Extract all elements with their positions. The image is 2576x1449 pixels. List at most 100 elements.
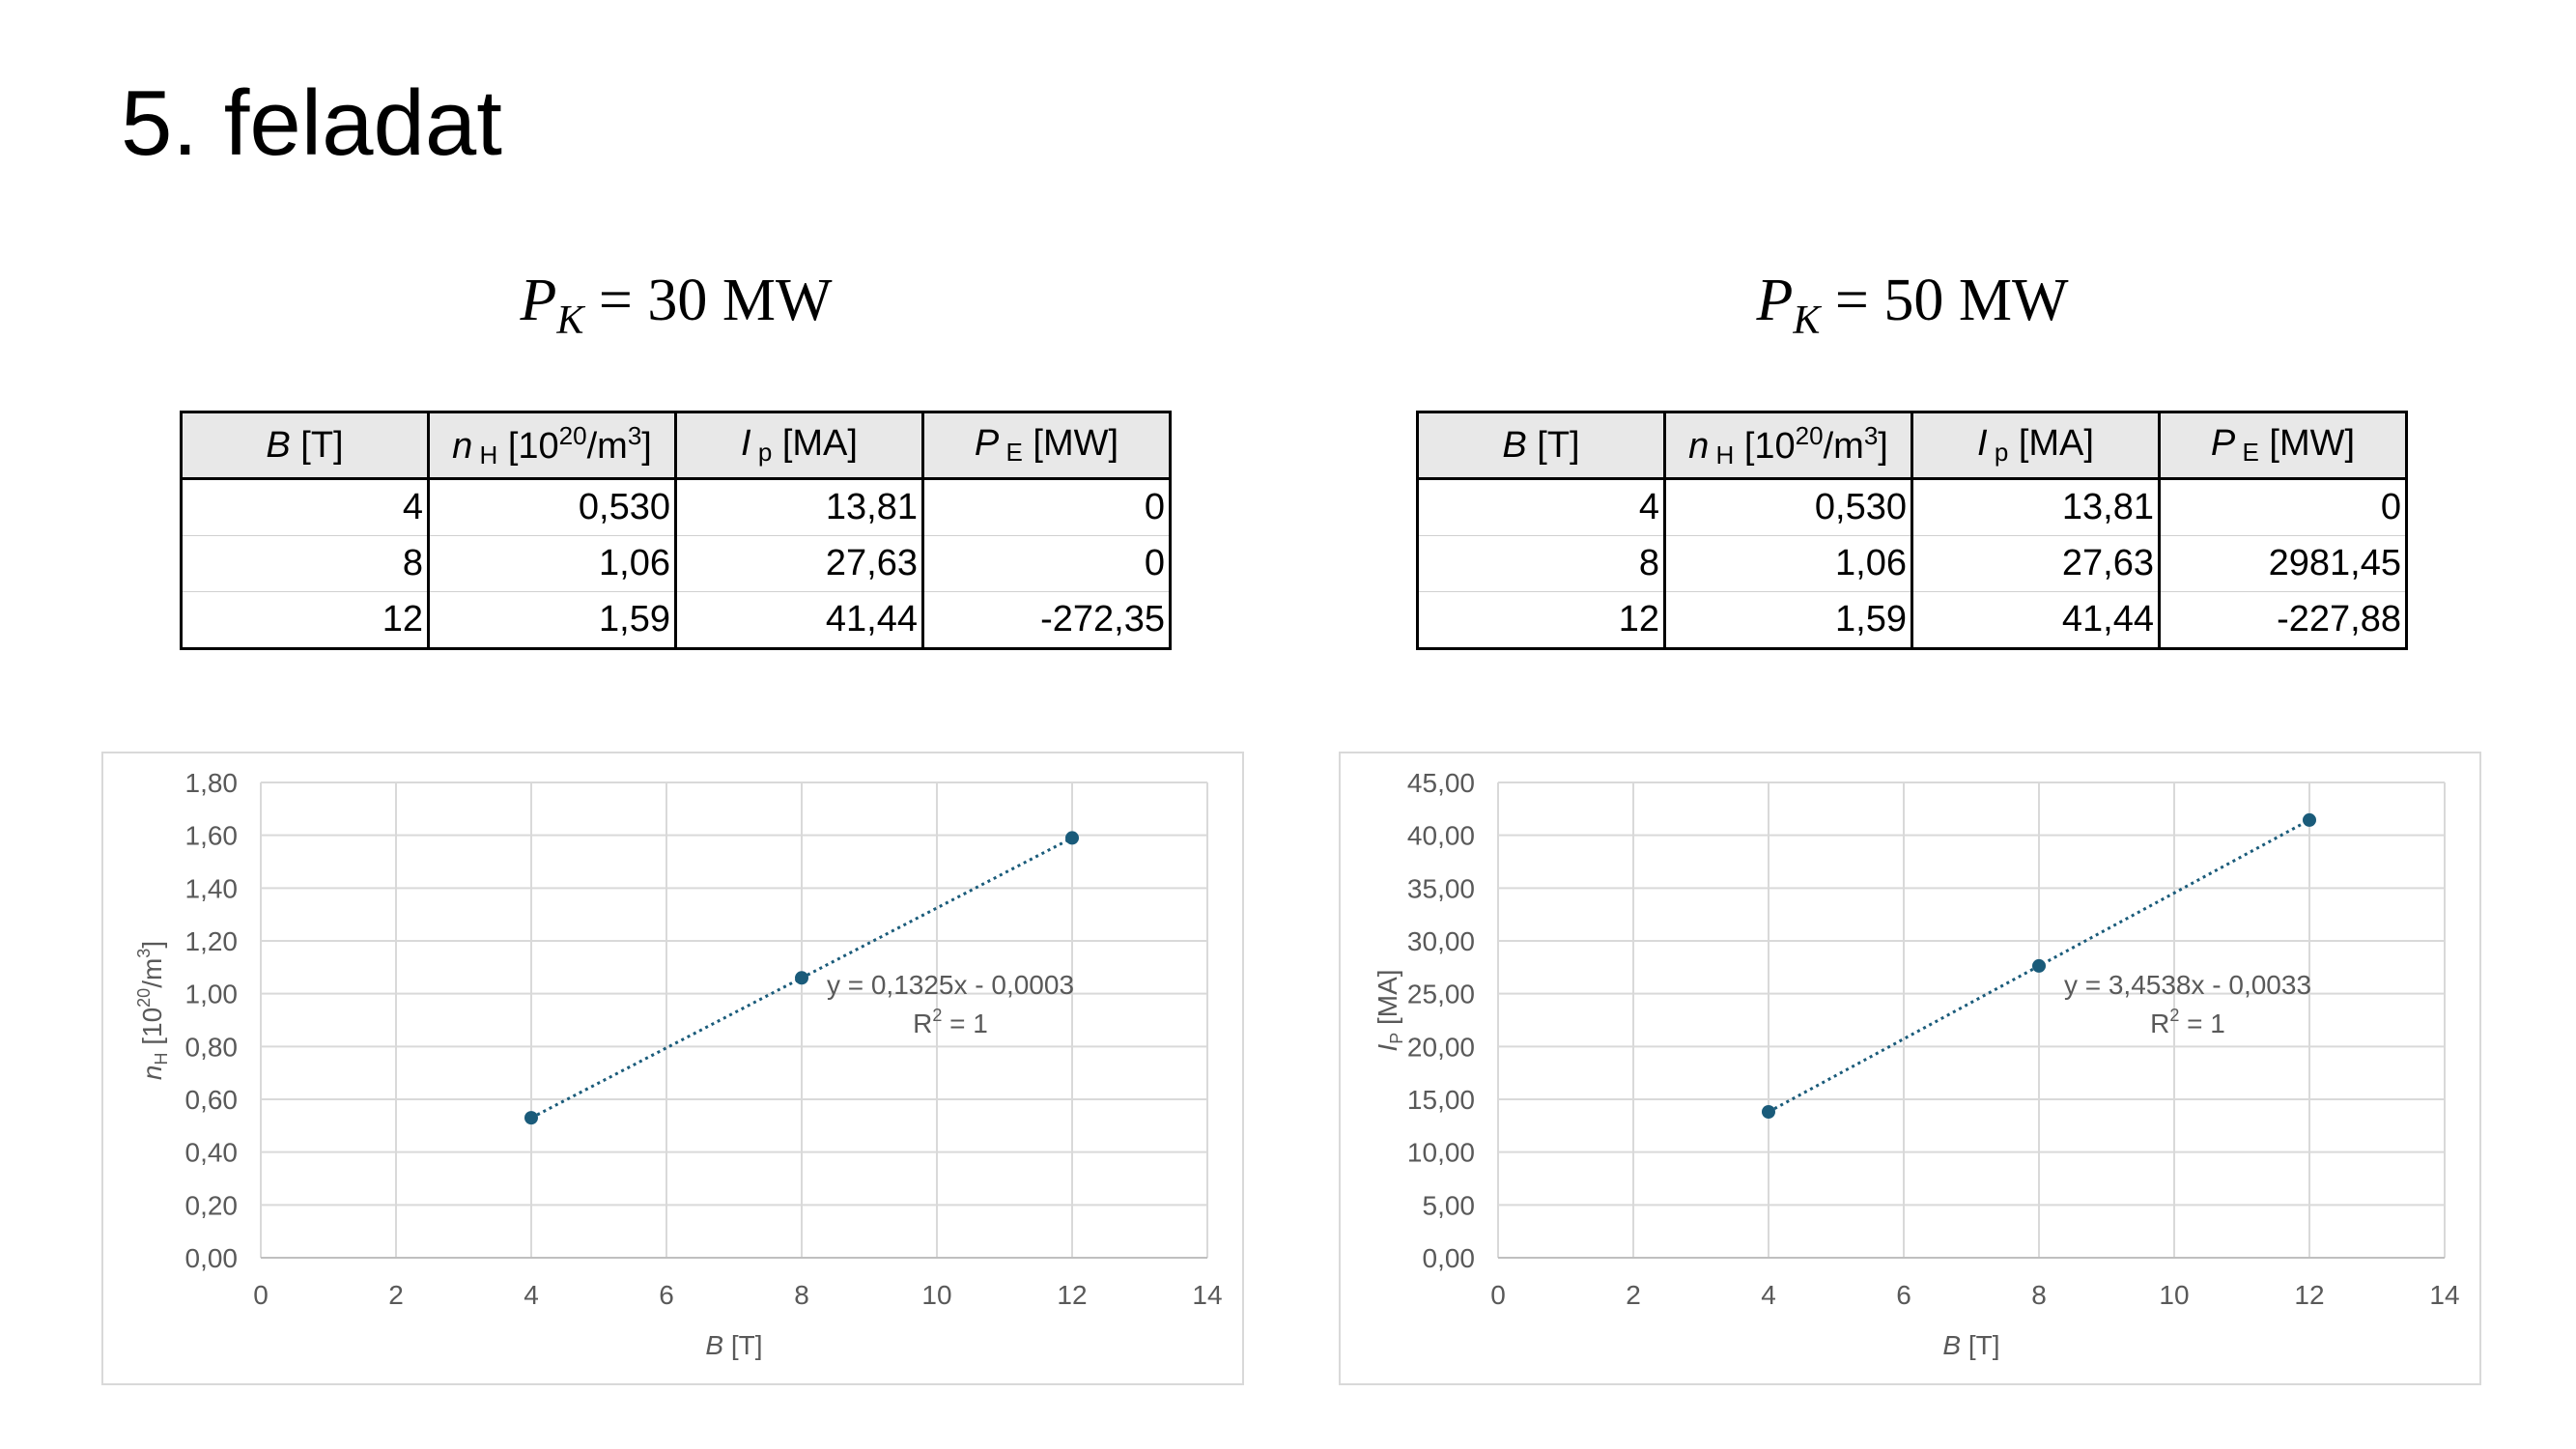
y-axis-label: IP [MA] [1373,969,1406,1051]
chart-svg: 0 2 4 6 8 10 12 14 0,00 0,20 0,40 0,60 0,80 1,00 1,20 1… [134,768,1223,1360]
cell: 4 [1416,478,1666,536]
table-row: 12 1,59 41,44 -227,88 [1416,591,2408,650]
y-tick-label: 0,00 [185,1243,239,1273]
y-tick-label: 40,00 [1407,821,1475,851]
cell: 27,63 [674,535,924,592]
y-tick-label: 5,00 [1423,1190,1476,1220]
cell: 2981,45 [2158,535,2408,592]
cell: 1,59 [1663,591,1913,650]
gridlines [260,781,1208,1259]
y-tick-label: 10,00 [1407,1138,1475,1168]
cell: 27,63 [1911,535,2161,592]
y-tick-label: 1,60 [185,821,239,851]
chart-ip-vs-b: 0 2 4 6 8 10 12 14 0,00 5,00 10,00 15,00 20,00 25,00 3… [1339,752,2481,1385]
header-pe: P E [MW] [921,411,1172,480]
cell: 41,44 [1911,591,2161,650]
y-tick-label: 30,00 [1407,926,1475,956]
cell: 1,06 [427,535,677,592]
header-nh: n H [1020/m3] [1663,411,1913,480]
cell: 0 [921,535,1172,592]
data-point [1762,1105,1775,1120]
formula-value: = 50 MW [1834,268,2069,333]
formula-subscript: K [556,298,584,343]
x-tick-label: 6 [659,1280,674,1310]
data-point [795,971,808,985]
x-tick-label: 6 [1896,1280,1911,1310]
data-point [1065,831,1079,845]
cell: 13,81 [674,478,924,536]
cell: 12 [1416,591,1666,650]
x-tick-label: 8 [794,1280,809,1310]
x-tick-label: 10 [921,1280,951,1310]
cell: 0 [921,478,1172,536]
y-tick-label: 35,00 [1407,873,1475,903]
x-tick-label: 2 [388,1280,404,1310]
table-row: 8 1,06 27,63 0 [180,535,1172,592]
table-header-row: B [T] n H [1020/m3] I p [MA] P E [MW] [180,411,1172,480]
y-tick-label: 0,60 [185,1085,239,1115]
trendline-equation: y = 3,4538x - 0,0033 [2064,970,2311,1000]
y-tick-label: 45,00 [1407,768,1475,798]
x-tick-label: 2 [1626,1280,1641,1310]
y-tick-label: 1,00 [185,980,239,1009]
table-row: 12 1,59 41,44 -272,35 [180,591,1172,650]
y-axis-label: nH [1020/m3] [134,941,171,1080]
header-nh: n H [1020/m3] [427,411,677,480]
cell: 0 [2158,478,2408,536]
data-table-30mw: B [T] n H [1020/m3] I p [MA] P E [MW] 4 … [180,411,1172,650]
y-tick-label: 0,80 [185,1032,239,1062]
x-tick-label: 12 [1057,1280,1087,1310]
y-tick-label: 15,00 [1407,1085,1475,1115]
x-tick-label: 10 [2159,1280,2189,1310]
formula-subscript: K [1793,298,1821,343]
cell: 1,06 [1663,535,1913,592]
data-point [524,1111,538,1125]
trendline-r2: R2 = 1 [2150,1006,2225,1038]
header-b: B [T] [1416,411,1666,480]
cell: 4 [180,478,430,536]
x-axis-label: B [T] [705,1330,762,1360]
x-tick-label: 14 [1192,1280,1222,1310]
header-ip: I p [MA] [674,411,924,480]
cell: 13,81 [1911,478,2161,536]
formula-symbol: P [520,268,557,333]
x-tick-label: 4 [524,1280,539,1310]
formula-pk-50: PK = 50 MW [1642,270,2183,341]
cell: 8 [180,535,430,592]
y-tick-label: 0,00 [1423,1243,1476,1273]
trendline-r2: R2 = 1 [913,1006,988,1038]
cell: 8 [1416,535,1666,592]
cell: 0,530 [427,478,677,536]
table-row: 8 1,06 27,63 2981,45 [1416,535,2408,592]
data-point [2032,958,2046,973]
gridlines [1497,781,2446,1259]
y-tick-label: 1,40 [185,873,239,903]
header-pe: P E [MW] [2158,411,2408,480]
y-tick-label: 1,80 [185,768,239,798]
data-point [2303,812,2316,827]
cell: 12 [180,591,430,650]
formula-pk-30: PK = 30 MW [406,270,947,341]
cell: -227,88 [2158,591,2408,650]
x-tick-label: 12 [2294,1280,2324,1310]
table-row: 4 0,530 13,81 0 [180,478,1172,536]
table-row: 4 0,530 13,81 0 [1416,478,2408,536]
y-tick-label: 25,00 [1407,980,1475,1009]
x-tick-label: 8 [2031,1280,2047,1310]
cell: 0,530 [1663,478,1913,536]
slide-title: 5. feladat [121,71,502,175]
x-tick-label: 4 [1761,1280,1776,1310]
formula-value: = 30 MW [598,268,833,333]
y-tick-label: 1,20 [185,926,239,956]
table-header-row: B [T] n H [1020/m3] I p [MA] P E [MW] [1416,411,2408,480]
header-ip: I p [MA] [1911,411,2161,480]
trendline-equation: y = 0,1325x - 0,0003 [827,970,1074,1000]
formula-symbol: P [1756,268,1794,333]
header-b: B [T] [180,411,430,480]
chart-nh-vs-b: 0 2 4 6 8 10 12 14 0,00 0,20 0,40 0,60 0,80 1,00 1,20 1… [101,752,1244,1385]
y-tick-label: 0,20 [185,1190,239,1220]
x-tick-label: 0 [1490,1280,1506,1310]
cell: 1,59 [427,591,677,650]
y-tick-label: 20,00 [1407,1032,1475,1062]
cell: 41,44 [674,591,924,650]
